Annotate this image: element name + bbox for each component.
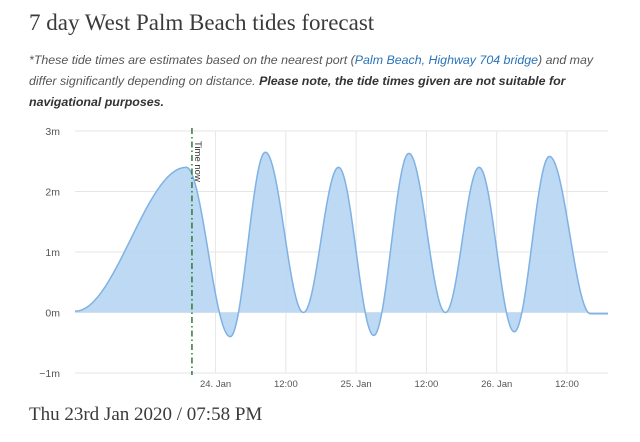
- navigation-warning: Please note, the tide times given are no…: [29, 74, 566, 109]
- y-axis: −1m 0m 1m 2m 3m: [39, 126, 60, 380]
- time-now-label: Time now: [192, 141, 203, 182]
- y-tick-label: 2m: [45, 187, 60, 199]
- x-tick-label: 24. Jan: [200, 379, 231, 390]
- x-tick-label: 12:00: [415, 379, 439, 390]
- tide-chart: −1m 0m 1m 2m 3m Time now 24. Jan 12:00 25. Jan…: [0, 118, 640, 398]
- page-title: 7 day West Palm Beach tides forecast: [29, 10, 375, 35]
- port-link[interactable]: Palm Beach, Highway 704 bridge: [354, 53, 538, 67]
- x-tick-label: 12:00: [274, 379, 298, 390]
- disclaimer-part2: ) and may differ significantly depending…: [29, 53, 594, 88]
- x-tick-label: 26. Jan: [481, 379, 512, 390]
- tide-chart-svg: −1m 0m 1m 2m 3m Time now 24. Jan 12:00 25. Jan…: [39, 126, 608, 390]
- tide-area: [75, 152, 608, 337]
- x-tick-label: 25. Jan: [341, 379, 372, 390]
- current-datetime: Thu 23rd Jan 2020 / 07:58 PM: [29, 404, 263, 425]
- y-tick-label: 3m: [45, 126, 60, 138]
- tide-line: [74, 151, 608, 338]
- x-tick-label: 12:00: [555, 379, 579, 390]
- disclaimer-text: *These tide times are estimates based on…: [29, 50, 619, 113]
- disclaimer-part1: *These tide times are estimates based on…: [29, 53, 355, 67]
- now-marker: Time now: [191, 128, 203, 375]
- y-tick-label: −1m: [39, 368, 60, 380]
- y-tick-label: 0m: [45, 308, 60, 320]
- x-axis: 24. Jan 12:00 25. Jan 12:00 26. Jan 12:00: [200, 379, 579, 390]
- y-tick-label: 1m: [45, 247, 60, 259]
